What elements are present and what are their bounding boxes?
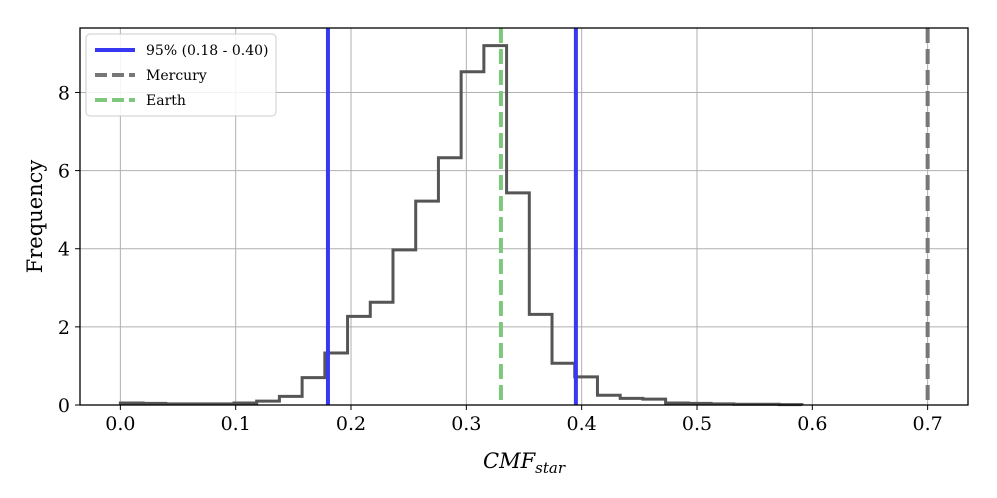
histogram-bin — [484, 46, 507, 405]
histogram-bin — [552, 363, 575, 405]
histogram-bin — [597, 395, 620, 405]
histogram-layer — [118, 44, 804, 407]
histogram-bin — [416, 201, 439, 405]
y-tick-label: 0 — [58, 395, 70, 417]
reference-lines — [325, 28, 930, 405]
x-tick-label: 0.3 — [451, 413, 481, 435]
x-tick-label: 0.4 — [567, 413, 597, 435]
legend-label: 95% (0.18 - 0.40) — [146, 43, 268, 59]
histogram-bin — [620, 398, 643, 405]
x-tick-label: 0.1 — [221, 413, 251, 435]
histogram-bin — [507, 193, 530, 405]
histogram-bin — [461, 72, 484, 405]
plot-frame — [79, 27, 969, 406]
histogram-bin — [575, 377, 598, 405]
x-axis-label: CMFstar — [483, 449, 566, 477]
x-tick-label: 0.2 — [336, 413, 366, 435]
histogram-bin — [279, 396, 302, 405]
y-tick-label: 4 — [58, 239, 70, 261]
histogram-bin — [529, 314, 552, 405]
x-tick-label: 0.0 — [105, 413, 135, 435]
histogram-bin — [370, 302, 393, 405]
y-tick-label: 2 — [58, 317, 70, 339]
x-tick-label: 0.6 — [797, 413, 827, 435]
legend-box — [85, 33, 277, 117]
x-axis-label-subscript: star — [535, 459, 566, 477]
legend: 95% (0.18 - 0.40) Mercury Earth — [85, 33, 277, 117]
histogram-bin — [348, 316, 371, 405]
legend-label: Mercury — [146, 68, 207, 84]
histogram-bin — [643, 399, 666, 405]
y-axis-label: Frequency — [23, 160, 47, 274]
y-axis-ticks: 0 2 4 6 8 — [58, 82, 80, 417]
histogram-bin — [302, 378, 325, 405]
x-tick-label: 0.5 — [682, 413, 712, 435]
y-tick-label: 6 — [58, 161, 70, 183]
histogram-bin — [438, 158, 461, 405]
x-axis-label-base: CMF — [483, 449, 537, 473]
x-axis-ticks: 0.0 0.1 0.2 0.3 0.4 0.5 0.6 0.7 — [105, 405, 943, 435]
legend-label: Earth — [146, 93, 186, 109]
histogram-outline — [118, 44, 804, 407]
histogram-bin — [393, 250, 416, 405]
x-tick-label: 0.7 — [913, 413, 943, 435]
y-tick-label: 8 — [58, 82, 70, 104]
